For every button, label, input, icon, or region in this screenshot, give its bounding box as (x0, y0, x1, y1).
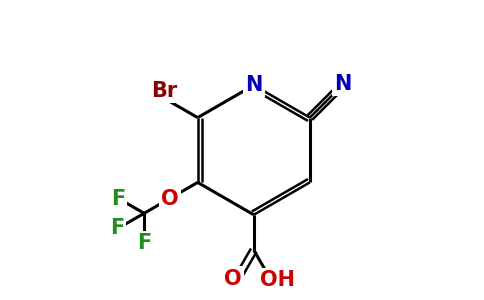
Text: Br: Br (151, 81, 178, 101)
Text: N: N (245, 75, 262, 95)
Text: F: F (137, 233, 151, 253)
Text: O: O (225, 268, 242, 289)
Text: F: F (110, 218, 124, 238)
Text: O: O (161, 189, 179, 208)
Text: OH: OH (260, 270, 295, 290)
Text: F: F (111, 189, 125, 208)
Text: N: N (334, 74, 352, 94)
